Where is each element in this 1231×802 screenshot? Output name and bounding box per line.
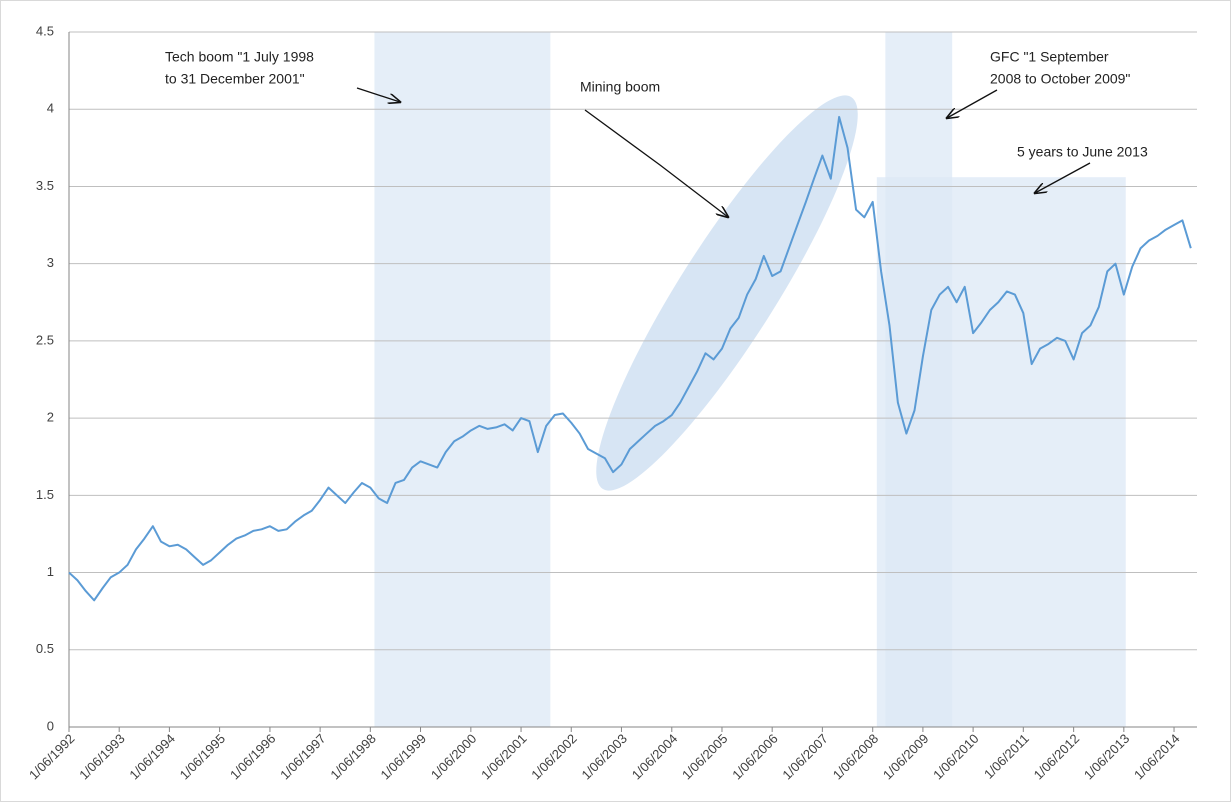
annotation: to 31 December 2001": [165, 71, 305, 87]
shaded-region: [374, 32, 551, 727]
y-tick-label: 0: [47, 718, 54, 733]
annotation: 5 years to June 2013: [1017, 144, 1148, 160]
y-tick-label: 4: [47, 101, 54, 116]
y-tick-label: 3: [47, 255, 54, 270]
annotation: GFC "1 September: [990, 49, 1109, 65]
arrow: [356, 87, 400, 102]
annotation: Mining boom: [580, 79, 660, 95]
annotation: Tech boom "1 July 1998: [165, 49, 314, 65]
y-tick-label: 4.5: [36, 23, 54, 38]
mining-boom-ellipse: [596, 95, 858, 491]
annotation: 2008 to October 2009": [990, 71, 1130, 87]
arrow: [584, 109, 728, 217]
y-tick-label: 1.5: [36, 487, 54, 502]
arrow: [1035, 162, 1091, 193]
y-tick-label: 2: [47, 410, 54, 425]
y-tick-label: 0.5: [36, 641, 54, 656]
line-series: [68, 115, 1192, 602]
shaded-region: [876, 177, 1126, 727]
y-tick-label: 1: [47, 564, 54, 579]
y-tick-label: 2.5: [36, 332, 54, 347]
y-tick-label: 3.5: [36, 178, 54, 193]
arrow: [947, 89, 998, 118]
